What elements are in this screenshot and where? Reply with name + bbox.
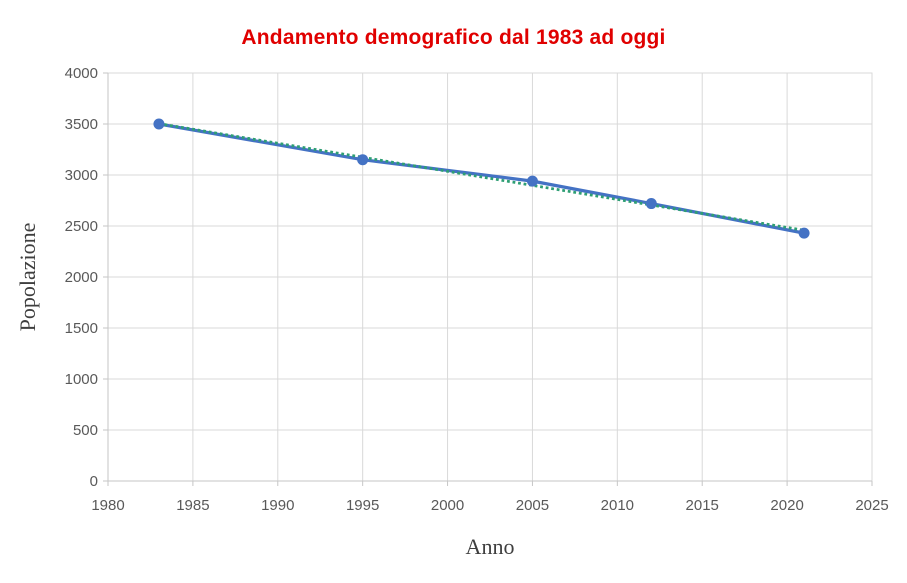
y-tick-label: 1500: [65, 320, 98, 337]
x-tick-label: 1985: [176, 497, 209, 514]
y-axis-title: Popolazione: [15, 222, 40, 332]
x-tick-label: 2025: [855, 497, 888, 514]
data-point-marker: [798, 227, 810, 239]
y-tick-label: 4000: [65, 65, 98, 82]
x-tick-label: 1995: [346, 497, 379, 514]
y-tick-label: 1000: [65, 371, 98, 388]
x-tick-label: 2015: [686, 497, 719, 514]
trendline: [158, 122, 805, 232]
x-tick-label: 2020: [770, 497, 803, 514]
data-point-marker: [645, 198, 657, 210]
data-point-marker: [526, 175, 538, 187]
y-tick-label: 2500: [65, 218, 98, 235]
population-line: [157, 122, 806, 235]
y-tick-label: 500: [73, 422, 98, 439]
chart-title: Andamento demografico dal 1983 ad oggi: [241, 26, 666, 49]
data-point-marker: [357, 154, 369, 166]
data-point-marker: [153, 118, 165, 130]
x-tick-label: 1990: [261, 497, 294, 514]
y-tick-label: 3500: [65, 116, 98, 133]
x-tick-label: 2000: [431, 497, 464, 514]
y-tick-label: 3000: [65, 167, 98, 184]
x-tick-label: 2005: [516, 497, 549, 514]
x-tick-label: 2010: [601, 497, 634, 514]
x-tick-label: 1980: [91, 497, 124, 514]
y-tick-label: 2000: [65, 269, 98, 286]
x-axis-title: Anno: [465, 534, 515, 559]
y-tick-label: 0: [90, 473, 98, 490]
